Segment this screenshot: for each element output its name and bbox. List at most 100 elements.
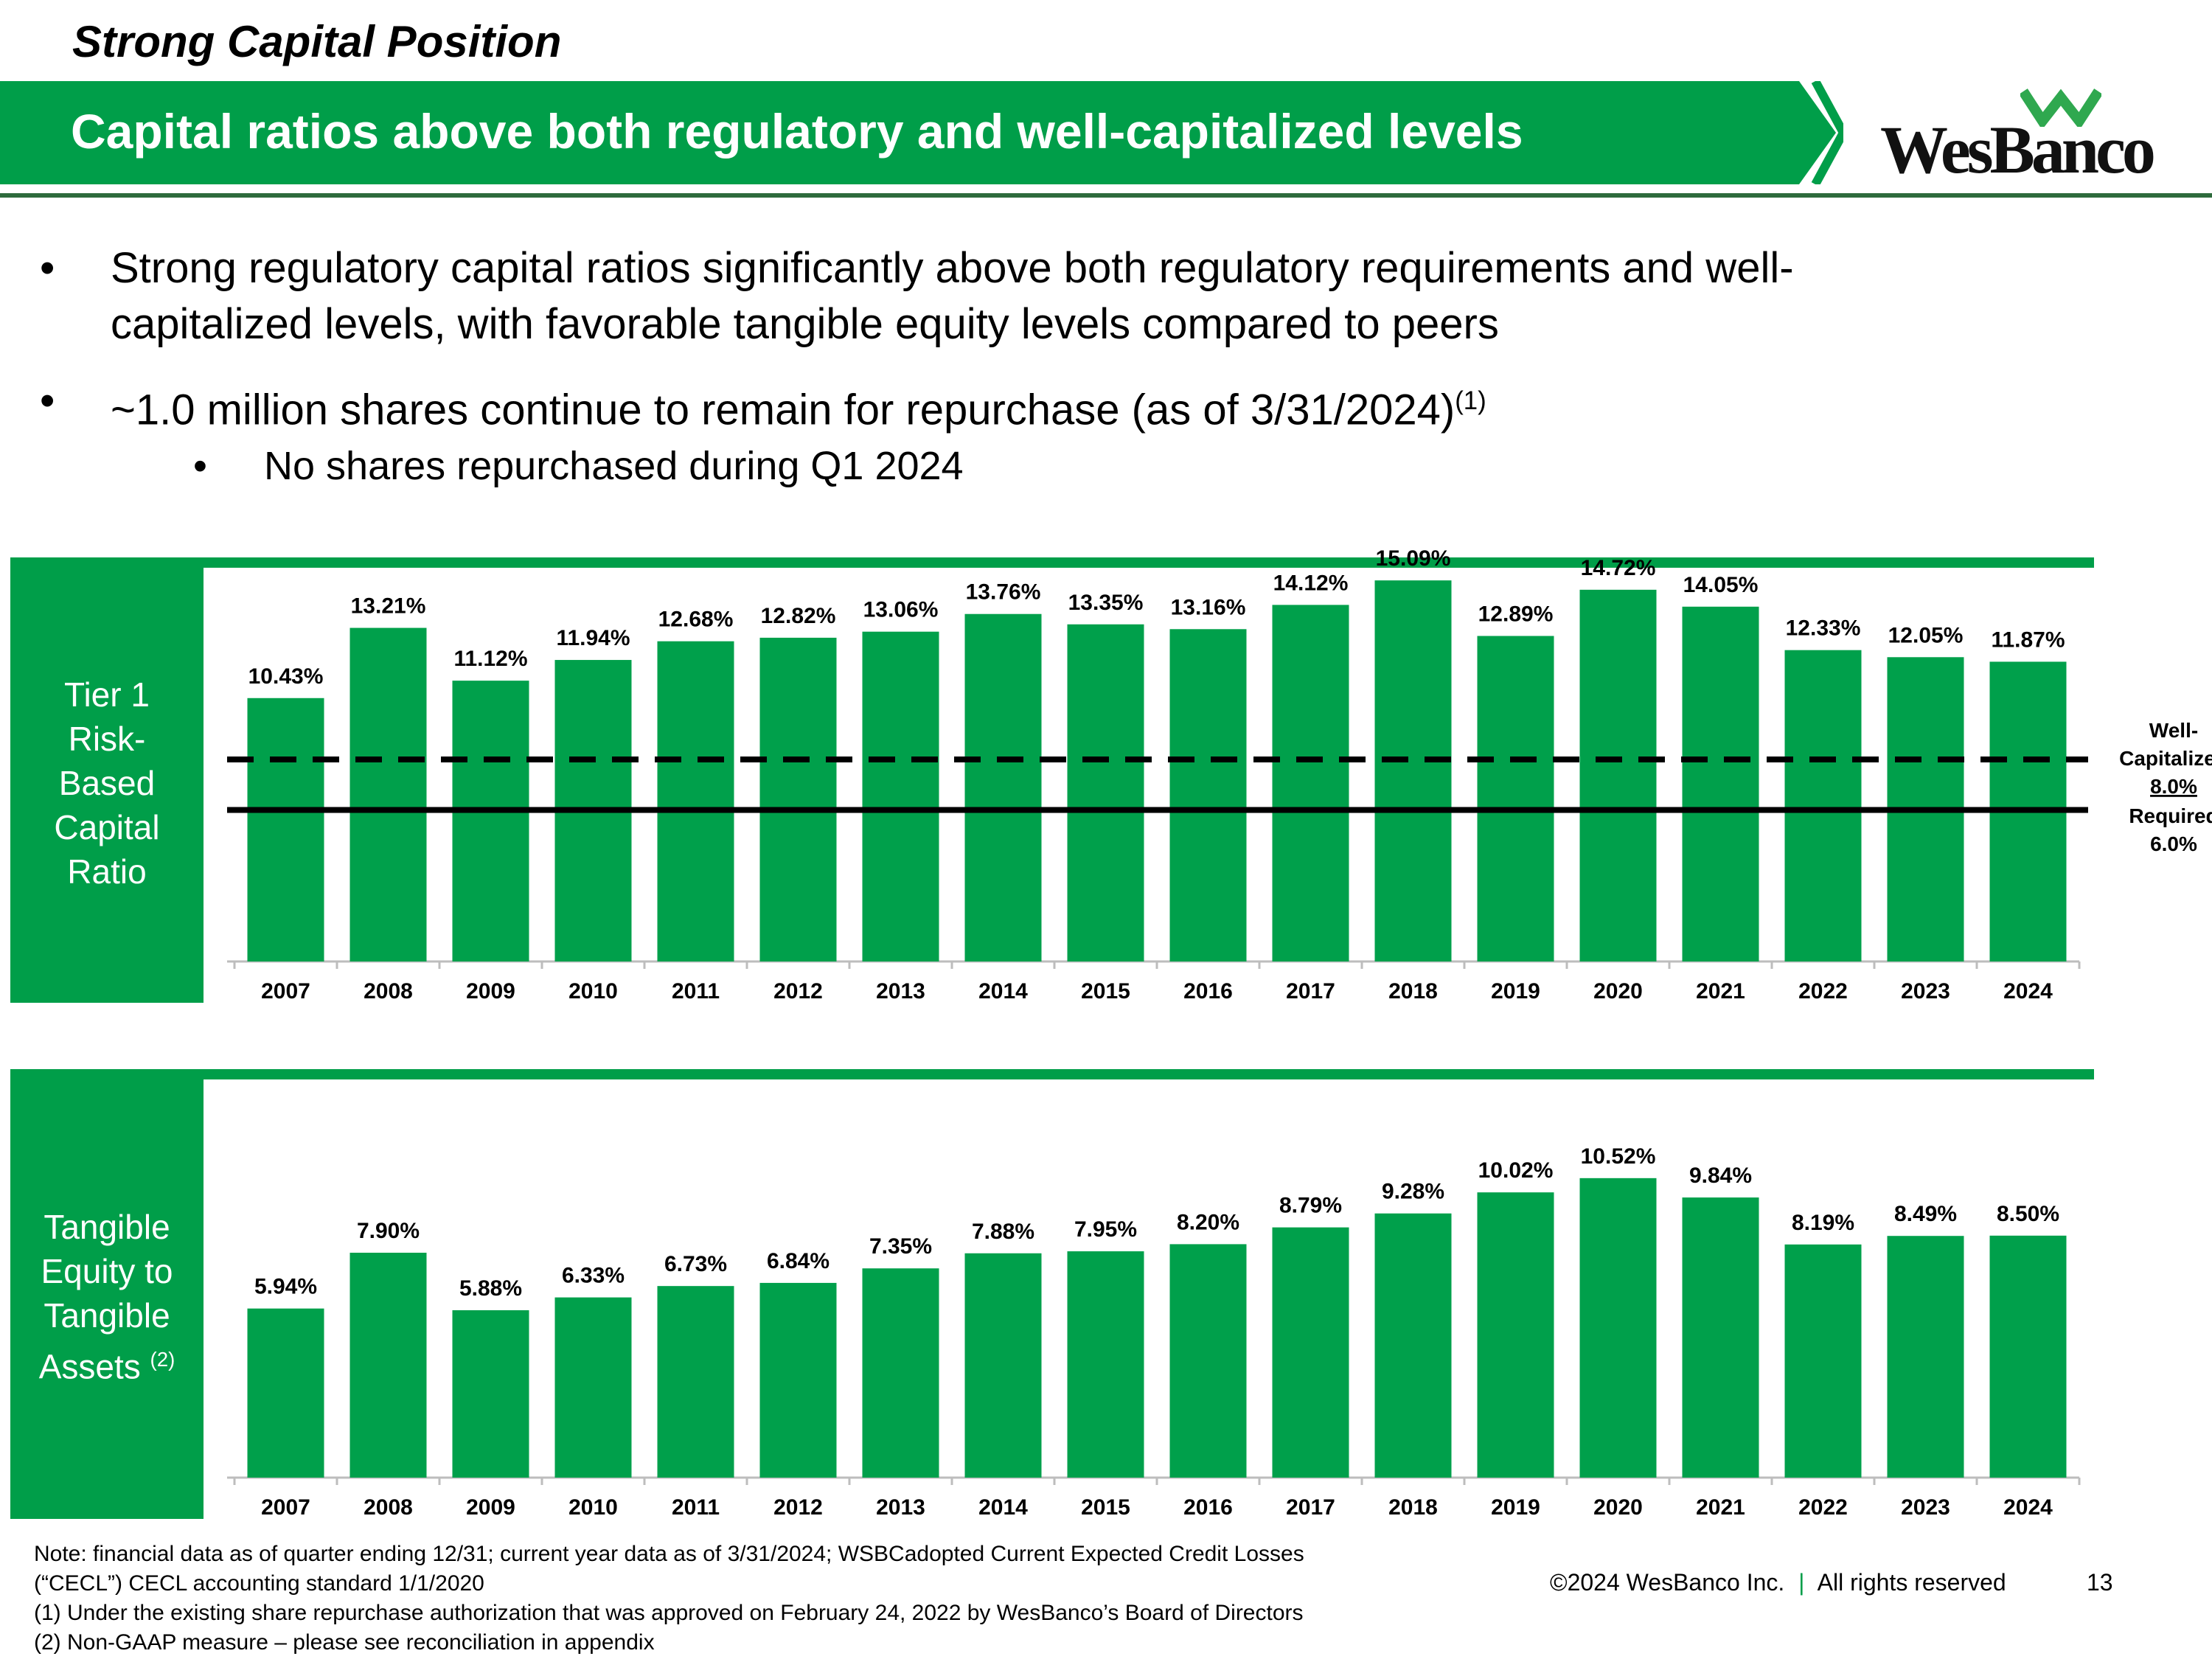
- data-label: 5.94%: [254, 1275, 317, 1299]
- tick-label: 2013: [876, 979, 925, 1004]
- tick-label: 2015: [1081, 979, 1130, 1004]
- tick-label: 2023: [1901, 979, 1950, 1004]
- bar: [1784, 1244, 1862, 1478]
- data-label: 14.72%: [1581, 556, 1656, 580]
- tick-label: 2009: [466, 1495, 515, 1520]
- tick-label: 2008: [364, 979, 413, 1004]
- tick-label: 2016: [1183, 1495, 1233, 1520]
- bar: [1887, 1236, 1964, 1478]
- tick-label: 2014: [978, 979, 1028, 1004]
- bullet-repurchase: • ~1.0 million shares continue to remain…: [40, 377, 1486, 434]
- data-label: 12.89%: [1478, 602, 1554, 627]
- data-label: 7.88%: [972, 1220, 1034, 1244]
- tick-label: 2010: [568, 1495, 618, 1520]
- tick-label: 2010: [568, 979, 618, 1004]
- bar: [349, 1252, 427, 1478]
- tick-label: 2013: [876, 1495, 925, 1520]
- tick-label: 2011: [672, 979, 720, 1004]
- bar: [1169, 629, 1247, 961]
- bullet-repurchase-text: ~1.0 million shares continue to remain f…: [111, 386, 1455, 434]
- data-label: 13.16%: [1171, 595, 1246, 619]
- bar: [1477, 1192, 1554, 1478]
- tick-label: 2017: [1286, 1495, 1335, 1520]
- bar: [247, 1308, 324, 1478]
- data-label: 11.12%: [453, 647, 527, 671]
- data-label: 13.21%: [351, 594, 426, 619]
- tick-label: 2023: [1901, 1495, 1950, 1520]
- bar: [554, 1297, 632, 1478]
- header-divider: [0, 193, 2212, 198]
- data-label: 11.87%: [1991, 627, 2065, 652]
- tick-label: 2015: [1081, 1495, 1130, 1520]
- data-label: 8.79%: [1279, 1194, 1342, 1218]
- note-line-2: (“CECL”) CECL accounting standard 1/1/20…: [34, 1571, 484, 1596]
- bar: [1989, 1235, 2067, 1478]
- bar: [1272, 1227, 1349, 1478]
- bar: [1682, 606, 1759, 961]
- tick-label: 2017: [1286, 979, 1335, 1004]
- tick-label: 2012: [773, 979, 823, 1004]
- wesbanco-logo-icon: [2020, 88, 2101, 127]
- sub-bullet-no-repurchase: • No shares repurchased during Q1 2024: [193, 444, 964, 488]
- wesbanco-logo: WesBanco: [1880, 112, 2156, 187]
- bar: [1169, 1244, 1247, 1478]
- bar: [862, 631, 939, 961]
- data-label: 5.88%: [459, 1276, 522, 1301]
- data-label: 10.52%: [1581, 1144, 1656, 1169]
- data-label: 7.95%: [1074, 1217, 1137, 1242]
- bar: [1477, 636, 1554, 961]
- bar: [1067, 1251, 1144, 1478]
- footer-copyright: ©2024 WesBanco Inc. | All rights reserve…: [1550, 1569, 2006, 1596]
- tick-label: 2011: [672, 1495, 720, 1520]
- required-label: Required: [2129, 804, 2212, 827]
- tick-label: 2016: [1183, 979, 1233, 1004]
- data-label: 6.73%: [664, 1252, 727, 1276]
- tick-label: 2024: [2003, 1495, 2053, 1520]
- tick-label: 2018: [1388, 1495, 1438, 1520]
- data-label: 6.33%: [562, 1264, 625, 1288]
- note-line-3: (1) Under the existing share repurchase …: [34, 1601, 1304, 1625]
- banner-title: Capital ratios above both regulatory and…: [71, 104, 1523, 159]
- tick-label: 2022: [1798, 979, 1848, 1004]
- bar: [862, 1268, 939, 1478]
- bar: [759, 637, 837, 961]
- tick-label: 2008: [364, 1495, 413, 1520]
- data-label: 13.06%: [863, 598, 939, 622]
- bar: [964, 613, 1042, 961]
- tick-label: 2020: [1593, 1495, 1643, 1520]
- tick-label: 2021: [1696, 1495, 1745, 1520]
- page-number: 13: [2087, 1569, 2113, 1596]
- tick-label: 2009: [466, 979, 515, 1004]
- bar: [1272, 605, 1349, 961]
- bullet-capital-ratios: • Strong regulatory capital ratios signi…: [40, 240, 1794, 352]
- chart1-label: Tier 1 Risk- Based Capital Ratio: [54, 675, 160, 891]
- tick-label: 2007: [261, 979, 310, 1004]
- note-line-1: Note: financial data as of quarter endin…: [34, 1542, 1304, 1566]
- data-label: 13.35%: [1068, 591, 1144, 615]
- section-title: Strong Capital Position: [72, 17, 562, 66]
- title-banner: [0, 81, 1843, 184]
- bar: [1067, 624, 1144, 961]
- chart2-label: Tangible Equity to Tangible Assets (2): [38, 1208, 175, 1386]
- note-line-4: (2) Non-GAAP measure – please see reconc…: [34, 1630, 655, 1655]
- data-label: 15.09%: [1376, 546, 1451, 571]
- bar: [1374, 1213, 1452, 1478]
- bar: [657, 1286, 734, 1478]
- bar: [1682, 1197, 1759, 1478]
- tick-label: 2007: [261, 1495, 310, 1520]
- data-label: 8.49%: [1894, 1202, 1957, 1226]
- bar: [452, 681, 529, 961]
- bar: [1784, 650, 1862, 961]
- tick-label: 2020: [1593, 979, 1643, 1004]
- bar: [759, 1282, 837, 1478]
- data-label: 8.50%: [1997, 1202, 2059, 1226]
- tick-label: 2021: [1696, 979, 1745, 1004]
- tick-label: 2012: [773, 1495, 823, 1520]
- data-label: 12.68%: [658, 608, 734, 632]
- footnotes: Note: financial data as of quarter endin…: [34, 1540, 1304, 1658]
- bar: [657, 641, 734, 961]
- chart2-frame: [10, 1069, 2094, 1519]
- bar: [964, 1253, 1042, 1478]
- data-label: 13.76%: [966, 580, 1041, 605]
